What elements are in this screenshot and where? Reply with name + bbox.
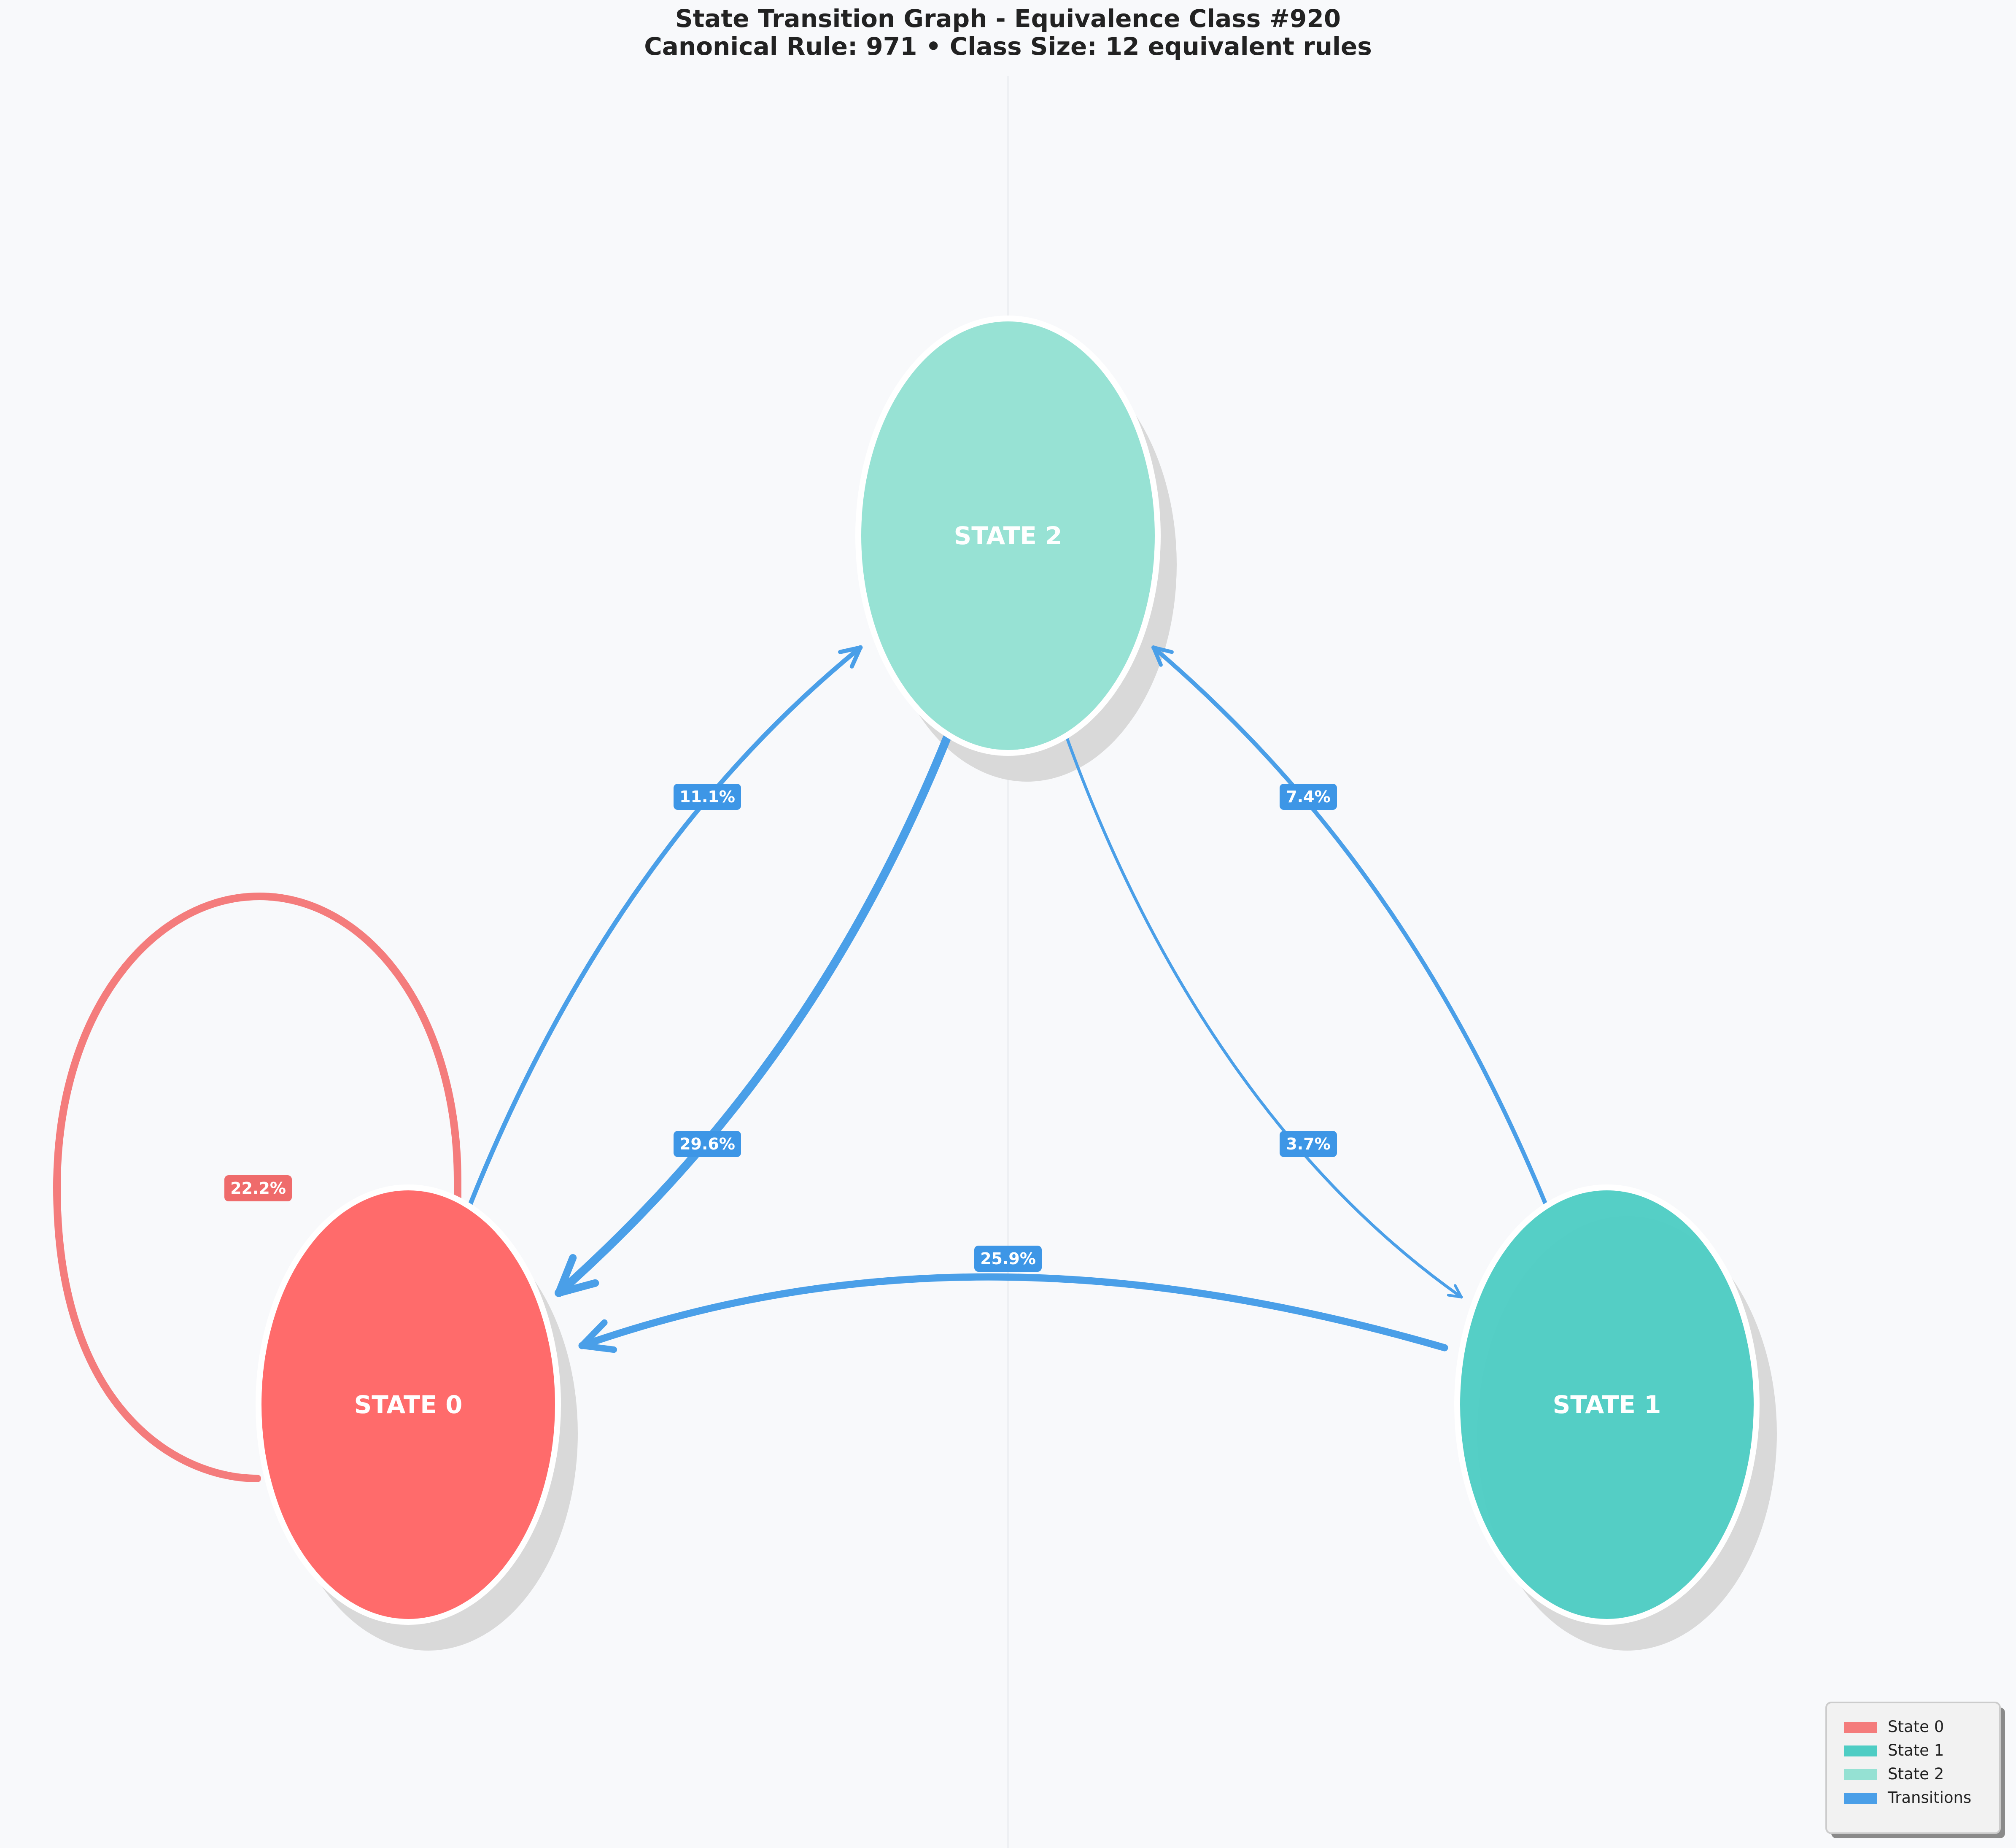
edge-state-0-to-state-2[interactable] xyxy=(468,645,863,1207)
edge-label-0-to-2: 11.1% xyxy=(674,784,741,810)
edge-label-1-to-2-text: 7.4% xyxy=(1286,788,1330,806)
legend-swatch-state-2 xyxy=(1844,1769,1877,1780)
legend-label-transitions: Transitions xyxy=(1887,1789,1971,1807)
edge-labels: 22.2% 11.1% 29.6% 7.4% 3.7% 25.9% xyxy=(224,784,1337,1272)
diagram-subtitle: Canonical Rule: 971 • Class Size: 12 equ… xyxy=(644,32,1372,61)
edge-label-2-to-0: 29.6% xyxy=(674,1131,741,1157)
edge-label-1-to-2-bg xyxy=(1280,784,1337,810)
state-0-circle[interactable] xyxy=(256,1184,561,1625)
edge-state-2-to-state-0[interactable] xyxy=(555,734,951,1297)
legend-swatch-transitions xyxy=(1844,1793,1877,1804)
node-state-2[interactable]: STATE 2 xyxy=(855,316,1161,756)
legend-item-transitions: Transitions xyxy=(1844,1789,1971,1807)
state-2-label: STATE 2 xyxy=(954,521,1062,550)
legend-swatch-state-0 xyxy=(1844,1722,1877,1733)
edge-label-2-to-0-bg xyxy=(674,1131,741,1157)
legend: State 0 State 1 State 2 Transitions xyxy=(1825,1702,2005,1838)
edge-label-1-to-0: 25.9% xyxy=(974,1246,1042,1272)
edge-state-2-to-state-1[interactable] xyxy=(1065,737,1463,1299)
legend-item-state-1: State 1 xyxy=(1844,1741,1944,1759)
edge-state-1-to-state-0[interactable] xyxy=(578,1273,1448,1353)
legend-item-state-0: State 0 xyxy=(1844,1718,1944,1736)
legend-item-state-2: State 2 xyxy=(1844,1765,1944,1783)
edge-label-self-loop-text: 22.2% xyxy=(230,1179,286,1198)
state-1-label: STATE 1 xyxy=(1553,1390,1661,1419)
edge-label-self-loop-bg xyxy=(224,1175,292,1201)
legend-label-state-2: State 2 xyxy=(1888,1765,1944,1783)
node-state-0[interactable]: STATE 0 xyxy=(256,1184,561,1625)
edge-label-self-loop: 22.2% xyxy=(224,1175,292,1201)
edge-label-2-to-1: 3.7% xyxy=(1280,1131,1337,1157)
edge-label-2-to-0-text: 29.6% xyxy=(679,1135,735,1153)
edge-state-1-to-state-2[interactable] xyxy=(1151,645,1548,1206)
state-2-circle[interactable] xyxy=(855,316,1161,756)
edge-label-1-to-2: 7.4% xyxy=(1280,784,1337,810)
diagram-title: State Transition Graph - Equivalence Cla… xyxy=(675,4,1341,33)
legend-swatch-state-1 xyxy=(1844,1745,1877,1756)
edge-state-0-self-loop[interactable] xyxy=(53,892,461,1482)
edge-label-1-to-0-bg xyxy=(974,1246,1042,1272)
legend-label-state-0: State 0 xyxy=(1888,1718,1944,1736)
state-1-circle[interactable] xyxy=(1454,1184,1760,1625)
edge-label-0-to-2-text: 11.1% xyxy=(679,788,735,806)
edge-label-2-to-1-bg xyxy=(1280,1131,1337,1157)
state-0-label: STATE 0 xyxy=(354,1390,463,1419)
nodes: STATE 0 STATE 1 STATE 2 xyxy=(256,316,1760,1625)
edge-label-2-to-1-text: 3.7% xyxy=(1286,1135,1330,1153)
edges xyxy=(53,645,1548,1482)
edge-label-1-to-0-text: 25.9% xyxy=(980,1249,1036,1268)
node-state-1[interactable]: STATE 1 xyxy=(1454,1184,1760,1625)
edge-label-0-to-2-bg xyxy=(674,784,741,810)
legend-label-state-1: State 1 xyxy=(1888,1741,1944,1759)
